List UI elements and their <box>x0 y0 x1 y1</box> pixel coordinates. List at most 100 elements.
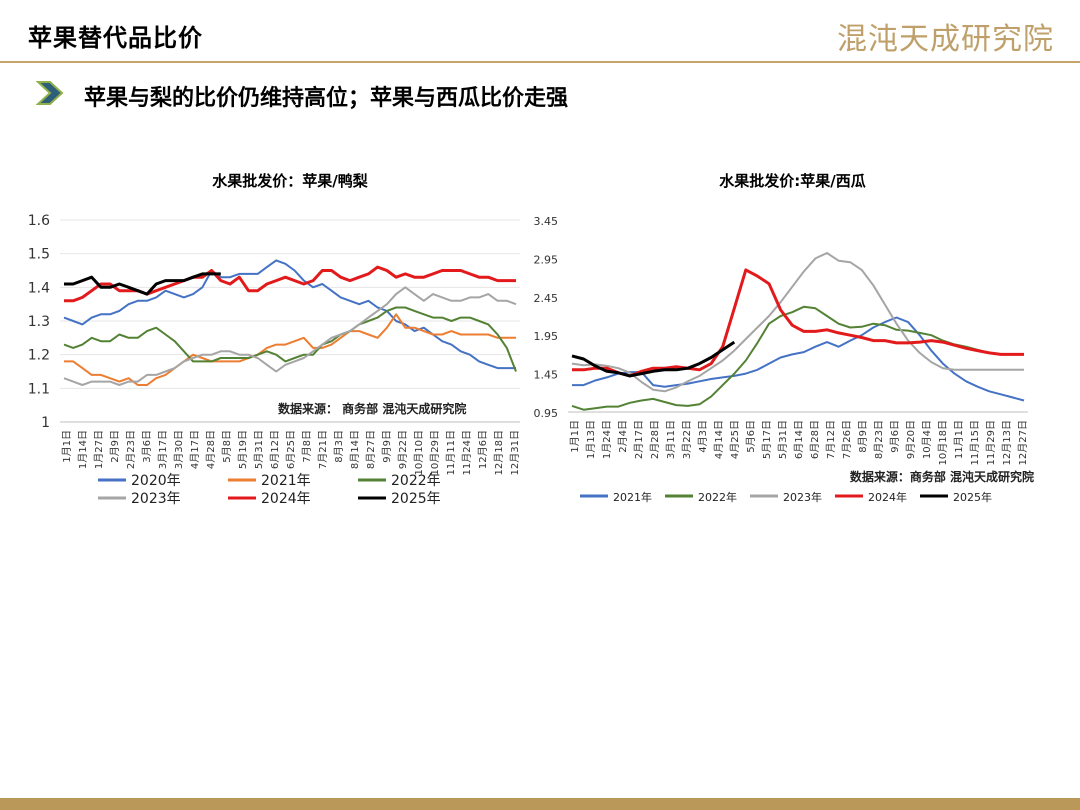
series-line-2020年 <box>63 259 516 370</box>
y-tick-label: 1 <box>41 415 50 431</box>
x-tick-label: 8月23日 <box>873 420 885 459</box>
x-tick-label: 3月6日 <box>141 430 153 463</box>
series-line-2025年 <box>571 340 736 378</box>
x-tick-label: 11月11日 <box>445 430 457 475</box>
x-tick-label: 4月3日 <box>697 420 709 453</box>
x-tick-label: 3月17日 <box>157 430 169 469</box>
x-tick-label: 9月6日 <box>889 420 901 453</box>
legend-label: 2022年 <box>391 473 441 489</box>
company-logo: 混沌天成研究院 <box>837 14 1054 58</box>
series-line-2024年 <box>572 268 1024 378</box>
y-tick-label: 0.95 <box>534 407 559 420</box>
x-tick-label: 8月9日 <box>857 420 869 453</box>
x-tick-label: 12月18日 <box>493 430 505 475</box>
x-tick-label: 6月12日 <box>269 430 281 469</box>
series-line-2021年 <box>64 313 516 386</box>
y-tick-label: 1.95 <box>534 330 559 343</box>
x-tick-label: 1月14日 <box>77 430 89 469</box>
y-tick-label: 1.3 <box>28 314 50 330</box>
x-tick-label: 5月8日 <box>221 430 233 463</box>
x-tick-label: 4月14日 <box>713 420 725 459</box>
x-tick-label: 2月17日 <box>633 420 645 459</box>
x-tick-label: 9月22日 <box>397 430 409 469</box>
x-tick-label: 11月15日 <box>969 420 981 465</box>
x-tick-label: 1月1日 <box>569 420 581 453</box>
x-tick-label: 6月25日 <box>285 430 297 469</box>
x-tick-label: 6月14日 <box>793 420 805 459</box>
legend-label: 2021年 <box>613 490 652 504</box>
x-tick-label: 10月10日 <box>413 430 425 475</box>
x-tick-label: 10月4日 <box>921 420 933 459</box>
x-tick-label: 1月13日 <box>585 420 597 459</box>
y-tick-label: 2.95 <box>534 253 559 266</box>
x-tick-label: 11月24日 <box>461 430 473 475</box>
series-line-2022年 <box>571 305 1024 411</box>
header-divider <box>0 61 1080 63</box>
legend-label: 2021年 <box>261 473 311 489</box>
x-tick-label: 6月28日 <box>809 420 821 459</box>
x-tick-label: 2月28日 <box>649 420 661 459</box>
x-tick-label: 7月26日 <box>841 420 853 459</box>
y-tick-label: 2.45 <box>534 292 559 305</box>
x-tick-label: 9月20日 <box>905 420 917 459</box>
chart-1-title: 水果批发价：苹果/鸭梨 <box>212 172 368 190</box>
legend-label: 2025年 <box>391 491 441 507</box>
x-tick-label: 7月12日 <box>825 420 837 459</box>
x-tick-label: 11月29日 <box>985 420 997 465</box>
legend-label: 2022年 <box>698 490 737 504</box>
x-tick-label: 8月3日 <box>333 430 345 463</box>
y-tick-label: 1.1 <box>28 381 50 397</box>
x-tick-label: 2月4日 <box>617 420 629 453</box>
series-line-2025年 <box>64 272 221 296</box>
x-tick-label: 4月25日 <box>729 420 741 459</box>
x-tick-label: 10月18日 <box>937 420 949 465</box>
x-tick-label: 12月27日 <box>1017 420 1029 465</box>
series-line-2023年 <box>571 252 1024 393</box>
x-tick-label: 3月11日 <box>665 420 677 459</box>
x-tick-label: 5月17日 <box>761 420 773 459</box>
logo-text: 混沌天成研究院 <box>837 22 1054 57</box>
y-tick-label: 1.4 <box>28 280 50 296</box>
legend-label: 2024年 <box>261 491 311 507</box>
legend-label: 2023年 <box>131 491 181 507</box>
legend-label: 2024年 <box>868 490 907 504</box>
x-tick-label: 1月27日 <box>93 430 105 469</box>
x-tick-label: 1月24日 <box>601 420 613 459</box>
y-tick-label: 1.6 <box>28 213 50 229</box>
page-title: 苹果替代品比价 <box>28 24 203 52</box>
legend-label: 2020年 <box>131 473 181 489</box>
series-line-2023年 <box>63 286 517 386</box>
y-tick-label: 1.5 <box>28 247 50 263</box>
source-note: 数据来源： 商务部 混沌天成研究院 <box>278 401 466 416</box>
x-tick-label: 5月6日 <box>745 420 757 453</box>
x-tick-label: 12月6日 <box>477 430 489 469</box>
x-tick-label: 5月31日 <box>253 430 265 469</box>
x-tick-label: 11月1日 <box>953 420 965 459</box>
legend-label: 2023年 <box>783 490 822 504</box>
y-tick-label: 1.45 <box>534 369 559 382</box>
x-tick-label: 3月30日 <box>173 430 185 469</box>
x-tick-label: 1月1日 <box>61 430 73 463</box>
x-tick-label: 8月27日 <box>365 430 377 469</box>
x-tick-label: 12月13日 <box>1001 420 1013 465</box>
x-tick-label: 8月14日 <box>349 430 361 469</box>
y-tick-label: 3.45 <box>534 215 559 228</box>
chart-2-title: 水果批发价:苹果/西瓜 <box>719 172 866 190</box>
x-tick-label: 7月21日 <box>317 430 329 469</box>
x-tick-label: 4月28日 <box>205 430 217 469</box>
y-tick-label: 1.2 <box>28 348 50 364</box>
x-tick-label: 5月19日 <box>237 430 249 469</box>
chevron-right-icon <box>36 81 64 105</box>
x-tick-label: 2月23日 <box>125 430 137 469</box>
x-tick-label: 2月9日 <box>109 430 121 463</box>
section-subtitle: 苹果与梨的比价仍维持高位；苹果与西瓜比价走强 <box>84 86 569 111</box>
x-tick-label: 3月22日 <box>681 420 693 459</box>
x-tick-label: 10月29日 <box>429 430 441 475</box>
x-tick-label: 7月8日 <box>301 430 313 463</box>
series-line-2022年 <box>63 306 517 372</box>
footer-bar <box>0 798 1080 810</box>
x-tick-label: 9月9日 <box>381 430 393 463</box>
x-tick-label: 5月31日 <box>777 420 789 459</box>
